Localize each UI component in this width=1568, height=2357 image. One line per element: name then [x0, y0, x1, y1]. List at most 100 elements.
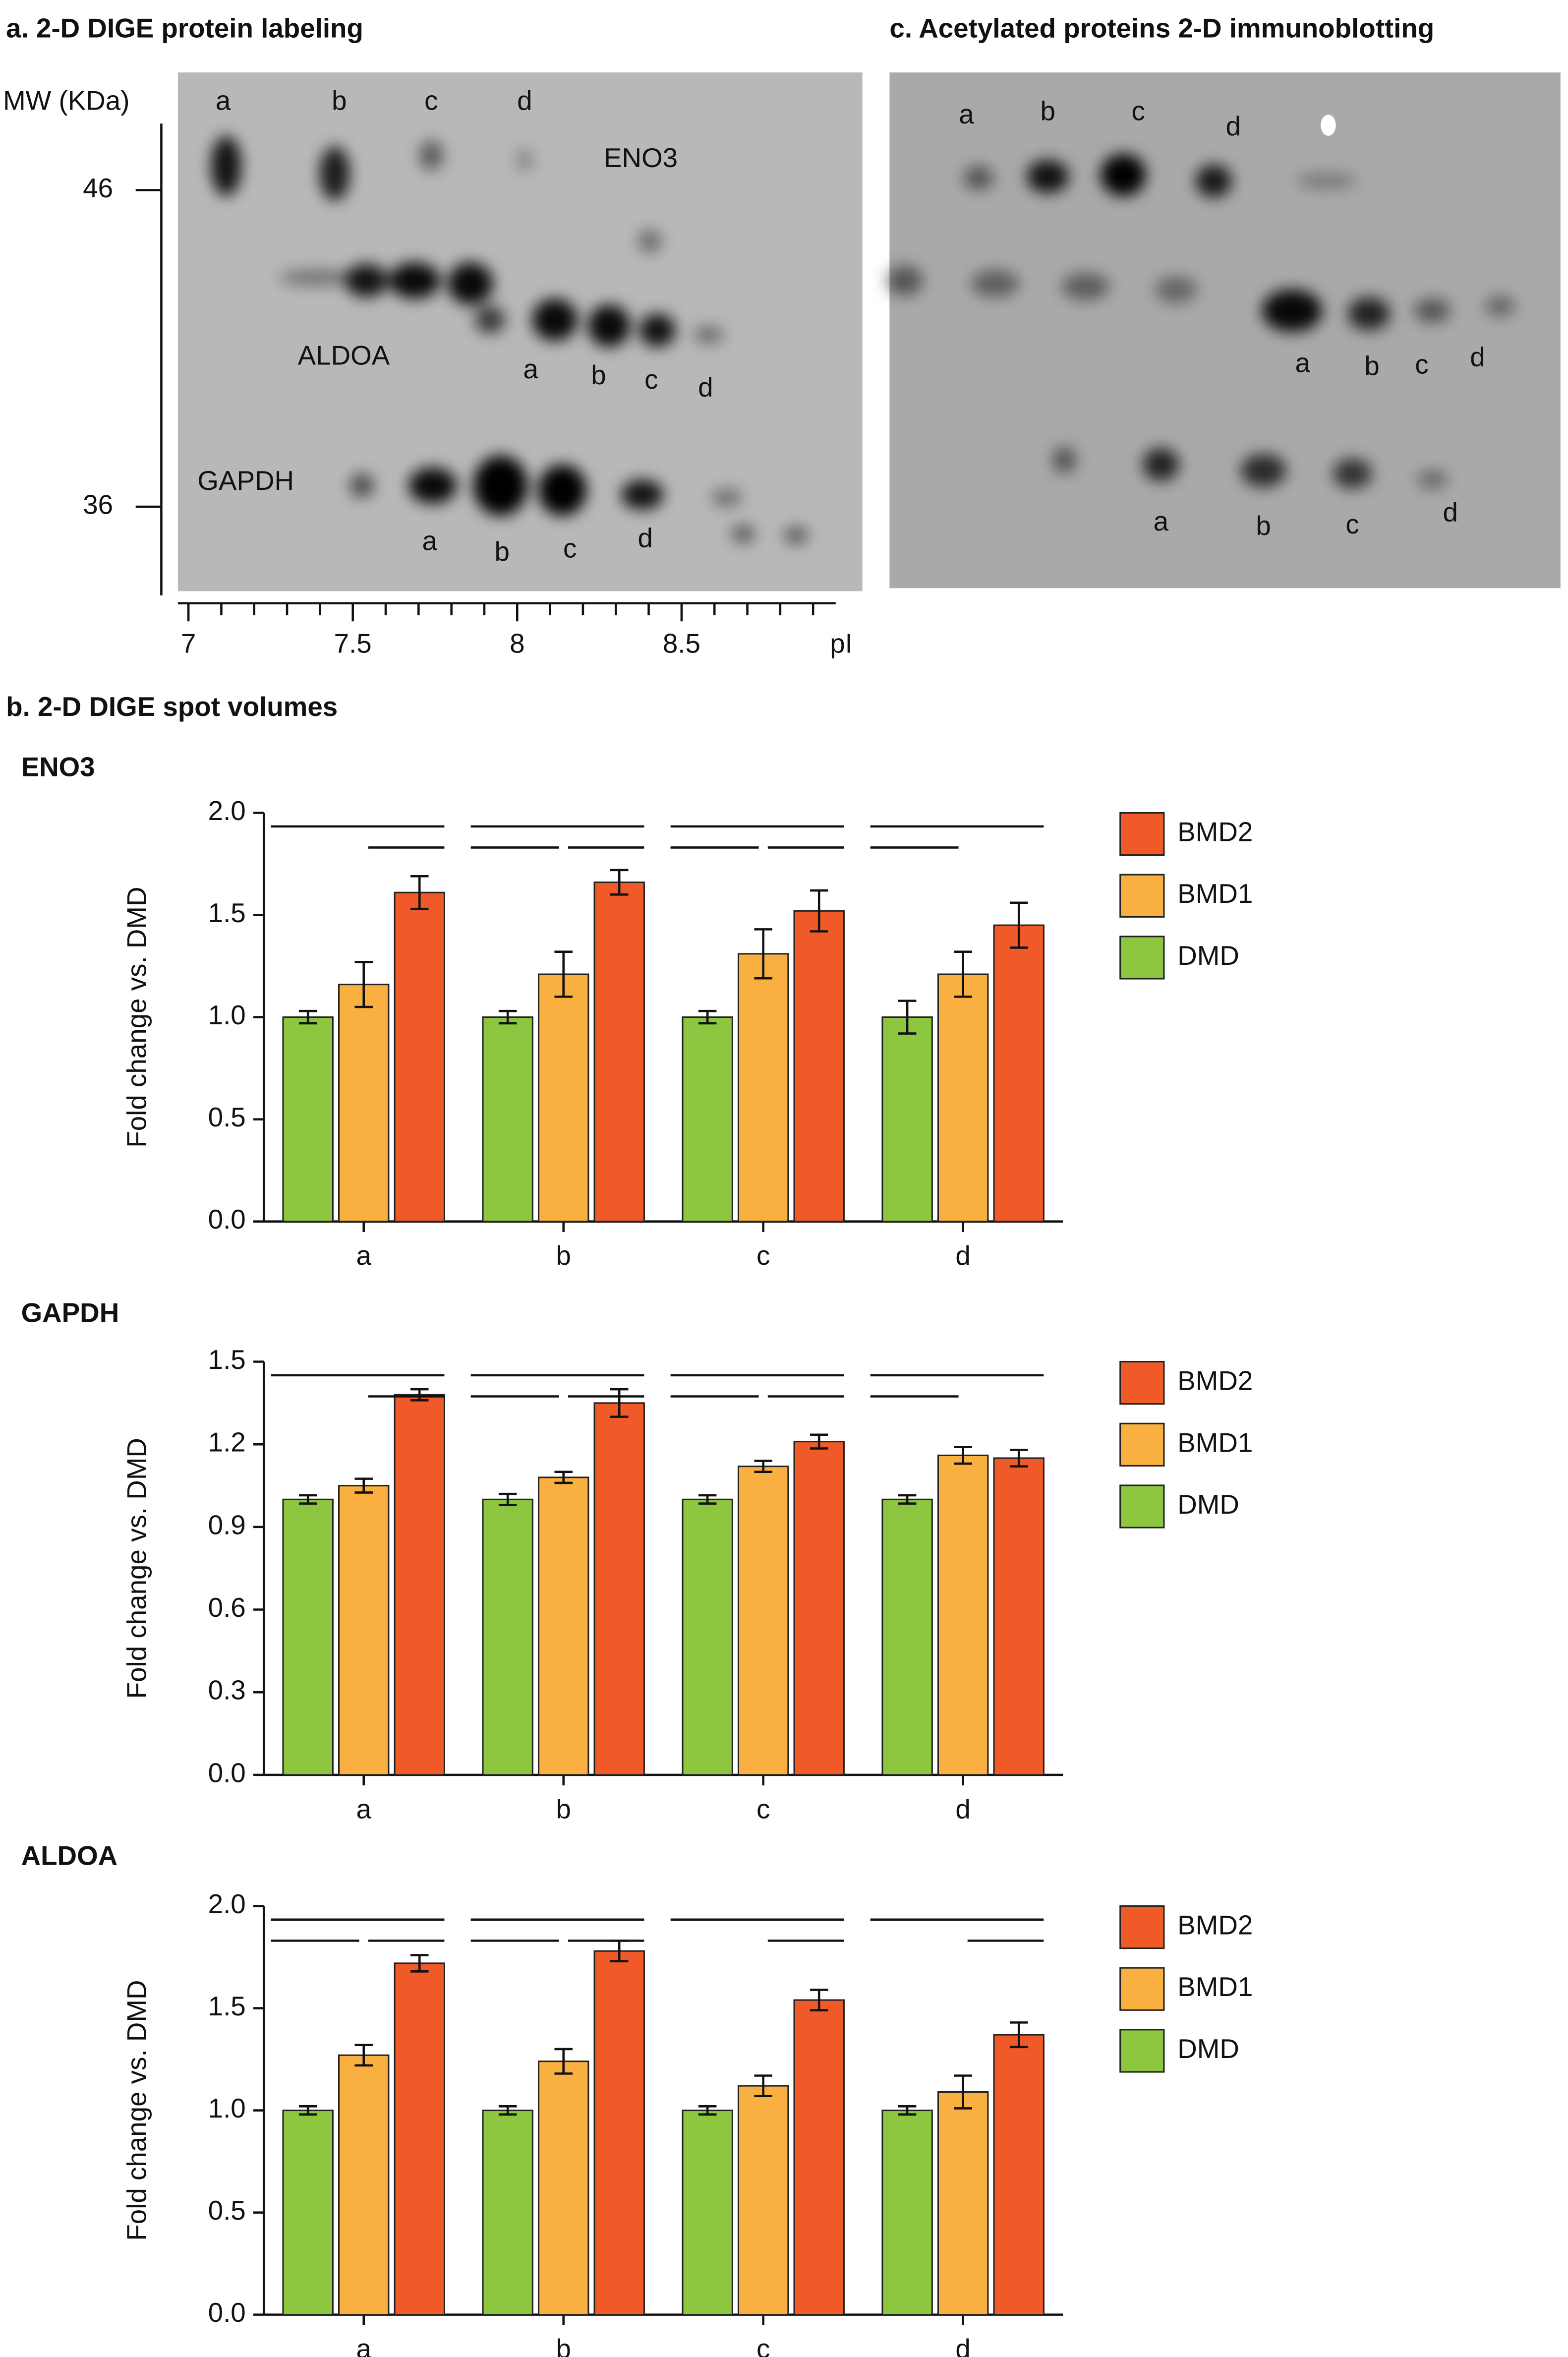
- error-bar: [354, 2044, 373, 2067]
- y-tick-label: 46: [83, 173, 113, 203]
- y-tick-label: 36: [83, 489, 113, 520]
- legend-swatch: [1119, 1967, 1165, 2011]
- spot: [279, 270, 354, 286]
- error-bar: [754, 1460, 772, 1473]
- error-bar: [298, 1009, 317, 1025]
- error-bar: [354, 961, 373, 1008]
- spot-label: c: [563, 533, 577, 564]
- x-tick-label: b: [556, 2333, 571, 2357]
- error-bar: [898, 1000, 917, 1035]
- legend-swatch: [1119, 874, 1165, 918]
- protein-label: GAPDH: [197, 465, 294, 496]
- spot: [319, 146, 350, 201]
- spot: [1485, 295, 1515, 317]
- error-bar: [554, 1471, 573, 1484]
- spot: [638, 229, 662, 254]
- error-bar: [954, 2074, 972, 2110]
- spot-label: b: [1364, 351, 1379, 381]
- spot-label: b: [495, 536, 510, 567]
- error-bar: [1009, 901, 1028, 949]
- y-tick-label: 0.5: [208, 1102, 246, 1132]
- spot: [588, 304, 631, 347]
- error-bar: [354, 1477, 373, 1494]
- spot: [448, 262, 493, 305]
- bar: [338, 984, 390, 1223]
- bar: [793, 1999, 845, 2316]
- spot: [621, 479, 664, 510]
- x-tick-label: 7: [181, 628, 196, 658]
- y-tick-label: 0.3: [208, 1675, 246, 1706]
- bar: [737, 2085, 789, 2316]
- legend-swatch: [1119, 1905, 1165, 1949]
- chart-title: GAPDH: [21, 1297, 119, 1328]
- spot: [1296, 173, 1357, 189]
- y-tick-label: 0.0: [208, 1204, 246, 1235]
- spot: [963, 166, 994, 190]
- y-tick-label: 1.5: [208, 897, 246, 928]
- error-bar: [554, 2048, 573, 2075]
- spot: [419, 140, 444, 171]
- bar: [593, 882, 645, 1223]
- spot: [731, 525, 755, 543]
- legend-label: BMD2: [1177, 817, 1253, 847]
- x-tick-label: c: [756, 2333, 770, 2357]
- bar: [881, 1498, 933, 1776]
- bar: [881, 1016, 933, 1223]
- spot: [1262, 290, 1323, 332]
- spot: [389, 262, 441, 299]
- spot-label: a: [422, 526, 438, 556]
- y-axis-label: Fold change vs. DMD: [121, 1438, 152, 1699]
- bar: [937, 973, 989, 1223]
- spot: [971, 270, 1019, 297]
- y-tick-label: 0.6: [208, 1592, 246, 1623]
- spot: [211, 135, 241, 196]
- spot-label: c: [1132, 96, 1145, 126]
- legend-label: BMD2: [1177, 1365, 1253, 1396]
- bright-spot: [1321, 115, 1336, 136]
- y-tick-label: 0.9: [208, 1509, 246, 1540]
- bar: [538, 973, 589, 1223]
- spot: [1155, 276, 1197, 303]
- panel-title: a. 2-D DIGE protein labeling: [6, 12, 363, 43]
- spot: [639, 313, 676, 347]
- spot: [1101, 154, 1146, 196]
- error-bar: [1009, 1449, 1028, 1468]
- error-bar: [298, 2105, 317, 2116]
- y-tick-label: 0.0: [208, 2297, 246, 2328]
- bar: [394, 891, 445, 1223]
- spot: [408, 468, 457, 504]
- spot: [1417, 471, 1448, 489]
- y-tick-label: 2.0: [208, 1888, 246, 1919]
- legend-swatch: [1119, 1361, 1165, 1405]
- protein-label: ENO3: [604, 142, 678, 173]
- x-tick-label: d: [955, 1793, 970, 1824]
- spot: [694, 326, 724, 344]
- error-bar: [754, 928, 772, 980]
- error-bar: [754, 2074, 772, 2097]
- bar: [793, 1441, 845, 1776]
- error-bar: [810, 1989, 828, 2011]
- legend-label: DMD: [1177, 2033, 1239, 2064]
- error-bar: [698, 2105, 717, 2116]
- spot: [886, 265, 923, 296]
- spot: [473, 455, 528, 516]
- bar: [937, 1454, 989, 1776]
- bar: [282, 1016, 334, 1223]
- spot: [711, 488, 742, 507]
- x-tick-label: d: [955, 1240, 970, 1271]
- spot-label: d: [698, 371, 713, 402]
- bar: [937, 2091, 989, 2316]
- bar: [282, 1498, 334, 1776]
- bar: [482, 2110, 533, 2316]
- error-bar: [810, 1433, 828, 1450]
- spot: [1143, 448, 1179, 481]
- error-bar: [810, 889, 828, 933]
- error-bar: [554, 950, 573, 998]
- x-tick-label: 7.5: [334, 628, 372, 658]
- error-bar: [1009, 2021, 1028, 2049]
- x-tick-label: a: [356, 2333, 371, 2357]
- error-bar: [498, 2105, 517, 2116]
- chart-title: ALDOA: [21, 1840, 118, 1871]
- spot-label: a: [1295, 348, 1310, 378]
- bar: [993, 2034, 1045, 2316]
